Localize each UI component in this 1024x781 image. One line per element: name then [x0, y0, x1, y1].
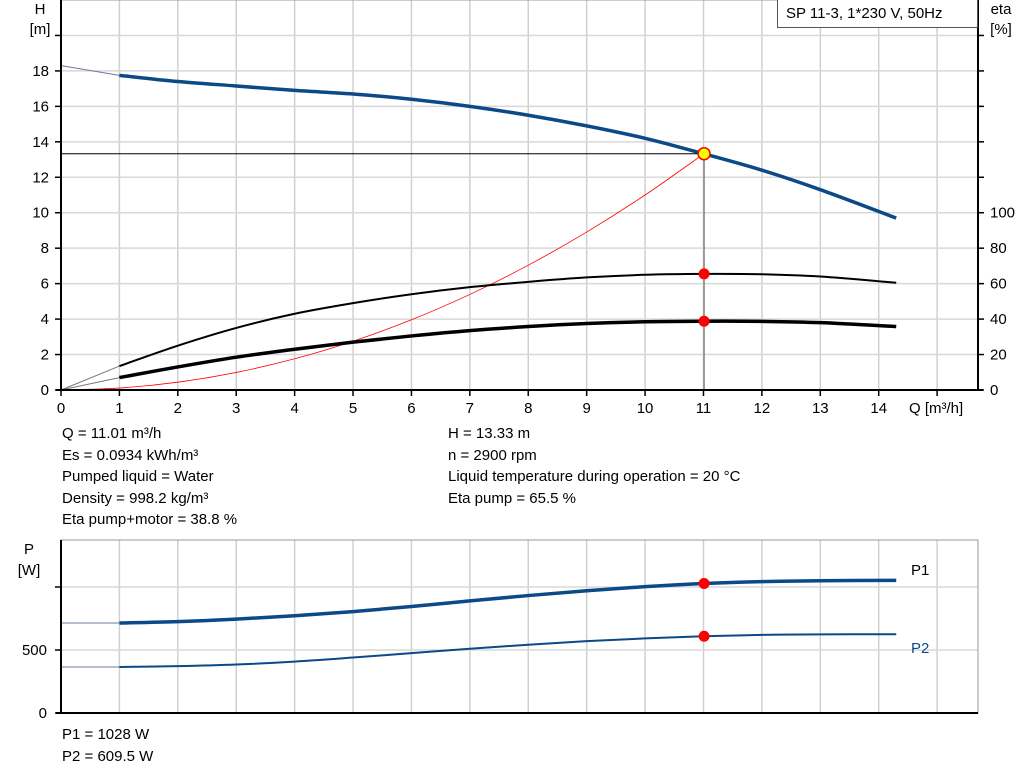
- info-es: Es = 0.0934 kWh/m³: [62, 446, 199, 464]
- y-tick-label-right: 40: [990, 311, 1007, 328]
- x-tick-label: 5: [349, 400, 357, 417]
- eta-pump-duty-marker: [698, 268, 710, 280]
- eta-pump-curve-extension: [60, 365, 120, 391]
- y-tick-label-right: 0: [990, 382, 998, 399]
- y-axis-label-right: eta: [991, 1, 1013, 18]
- head-curve: [119, 73, 897, 220]
- x-tick-label: 1: [115, 400, 123, 417]
- y-tick-label-left: 0: [41, 382, 49, 399]
- y-tick-label-left: 2: [41, 347, 49, 364]
- x-tick-label: 6: [407, 400, 415, 417]
- chart-title: SP 11-3, 1*230 V, 50Hz: [777, 0, 978, 28]
- y-tick-label-right: 60: [990, 276, 1007, 293]
- plot-frame-bottom: [60, 539, 979, 714]
- x-tick-label: 7: [466, 400, 474, 417]
- x-tick-label: 12: [754, 400, 771, 417]
- power-info: P1 = 1028 W P2 = 609.5 W: [62, 724, 153, 767]
- x-tick-label: 0: [57, 400, 65, 417]
- x-tick-label: 14: [870, 400, 887, 417]
- x-tick-label: 11: [696, 400, 712, 417]
- y-tick-label-right: 100: [990, 205, 1015, 222]
- eta-pump-motor-curve: [119, 319, 897, 380]
- eta-pump-motor-curve-extension: [60, 377, 120, 391]
- head-curve-extension: [60, 65, 120, 76]
- y-tick-label-power: 0: [39, 705, 47, 722]
- info-n: n = 2900 rpm: [448, 446, 537, 464]
- y-tick-label-left: 4: [41, 311, 49, 328]
- x-tick-label: 4: [290, 400, 298, 417]
- eta-pump-motor-duty-marker: [698, 315, 710, 327]
- y-tick-label-power: 500: [22, 642, 47, 659]
- info-eta-pump: Eta pump = 65.5 %: [448, 489, 576, 507]
- eta-pump-curve: [119, 272, 897, 368]
- duty-info-right: H = 13.33 m n = 2900 rpm Liquid temperat…: [448, 423, 740, 509]
- x-tick-label: 9: [582, 400, 590, 417]
- x-tick-label: 3: [232, 400, 240, 417]
- y-tick-label-left: 12: [32, 169, 49, 186]
- plot-frame-top: [60, 0, 979, 391]
- y-tick-label-right: 80: [990, 240, 1007, 257]
- y-tick-label-left: 14: [32, 134, 49, 151]
- y-tick-label-left: 6: [41, 276, 49, 293]
- info-q: Q = 11.01 m³/h: [62, 425, 162, 442]
- info-p1: P1 = 1028 W: [62, 726, 150, 743]
- info-liquid: Pumped liquid = Water: [62, 468, 214, 485]
- p1-duty-marker: [698, 577, 710, 589]
- p1-label: P1: [911, 562, 929, 579]
- x-axis-label: Q [m³/h]: [909, 400, 963, 417]
- duty-point-marker: [697, 146, 711, 161]
- info-eta-pump-motor: Eta pump+motor = 38.8 %: [62, 511, 238, 528]
- y-axis-unit-power: [W]: [18, 562, 41, 579]
- info-temperature: Liquid temperature during operation = 20…: [448, 468, 741, 485]
- p2-label: P2: [911, 640, 929, 657]
- p2-duty-marker: [698, 630, 710, 642]
- info-density: Density = 998.2 kg/m³: [62, 489, 209, 507]
- y-tick-label-left: 16: [32, 98, 49, 115]
- y-tick-label-left: 8: [41, 240, 49, 257]
- y-tick-label-left: 18: [32, 63, 49, 80]
- info-h: H = 13.33 m: [448, 425, 531, 442]
- p1-curve: [119, 578, 897, 625]
- info-p2: P2 = 609.5 W: [62, 747, 154, 765]
- x-tick-label: 2: [174, 400, 182, 417]
- x-tick-label: 8: [524, 400, 532, 417]
- x-tick-label: 13: [812, 400, 829, 417]
- system-curve: [60, 153, 705, 391]
- x-tick-label: 10: [637, 400, 654, 417]
- y-axis-unit-left: [m]: [30, 21, 51, 38]
- p2-curve: [119, 633, 897, 669]
- y-tick-label-left: 10: [32, 205, 49, 222]
- y-axis-label-power: P: [24, 541, 34, 558]
- duty-info-left: Q = 11.01 m³/h Es = 0.0934 kWh/m³ Pumped…: [62, 423, 237, 531]
- y-axis-unit-right: [%]: [990, 21, 1012, 38]
- y-axis-label-left: H: [35, 1, 46, 18]
- y-tick-label-right: 20: [990, 347, 1007, 364]
